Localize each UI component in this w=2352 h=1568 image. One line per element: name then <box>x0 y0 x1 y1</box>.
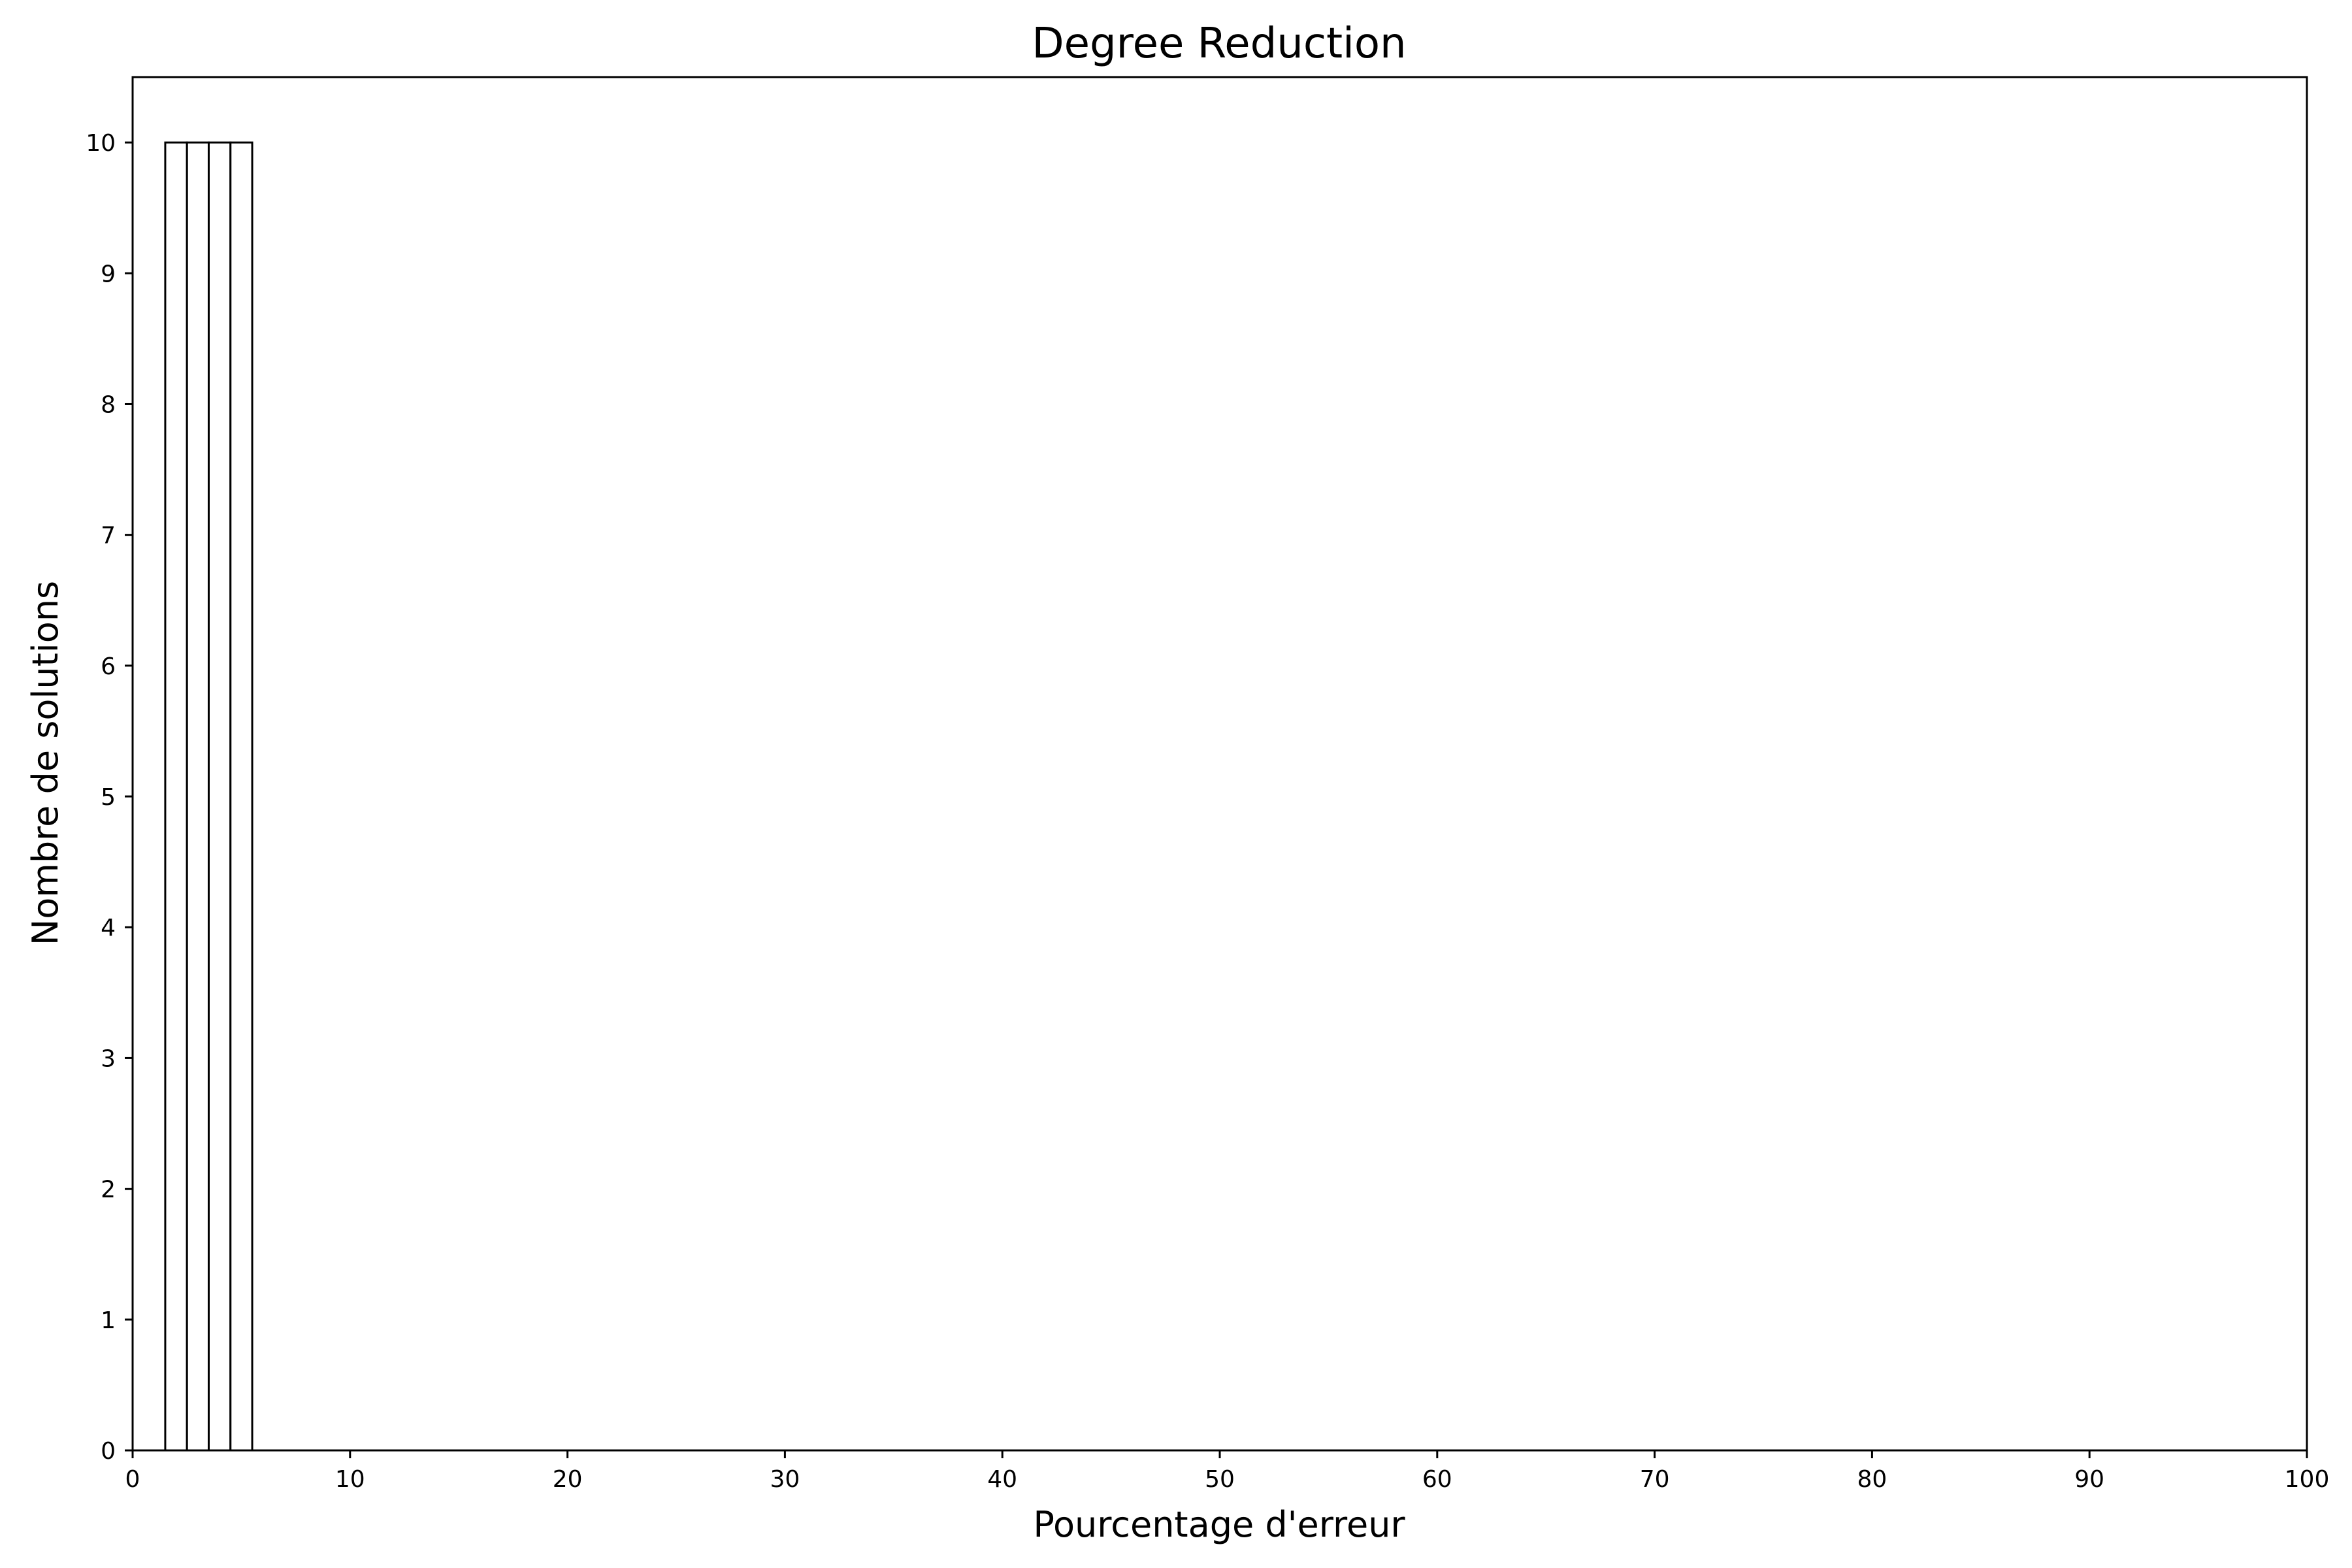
y-tick-label: 0 <box>101 1438 116 1465</box>
x-tick-label: 40 <box>987 1466 1017 1493</box>
y-tick-label: 3 <box>101 1045 116 1072</box>
histogram-bar <box>164 141 188 1452</box>
x-tick-label: 80 <box>1857 1466 1887 1493</box>
x-tick-label: 20 <box>553 1466 583 1493</box>
y-tick-label: 7 <box>101 523 116 549</box>
y-tick-label: 2 <box>101 1177 116 1203</box>
bars-group <box>164 141 253 1452</box>
y-tick-label: 6 <box>101 653 116 680</box>
x-tick-label: 90 <box>2074 1466 2104 1493</box>
chart-title: Degree Reduction <box>1032 20 1406 68</box>
histogram-bar <box>186 141 210 1452</box>
y-tick-label: 5 <box>101 784 116 811</box>
x-tick-label: 60 <box>1422 1466 1452 1493</box>
y-tick-label: 4 <box>101 915 116 941</box>
x-tick-label: 10 <box>335 1466 365 1493</box>
y-tick-label: 1 <box>101 1307 116 1334</box>
x-tick-label: 30 <box>770 1466 800 1493</box>
x-tick-label: 0 <box>125 1466 140 1493</box>
y-tick-label: 9 <box>101 261 116 287</box>
x-tick-label: 100 <box>2285 1466 2330 1493</box>
x-axis-label: Pourcentage d'erreur <box>1033 1504 1405 1545</box>
x-axis-ticks: 0 10 20 30 40 50 60 70 80 90 100 <box>125 1450 2330 1493</box>
plot-frame <box>131 76 2308 1452</box>
y-axis-label: Nombre de solutions <box>25 581 66 945</box>
x-tick-label: 70 <box>1640 1466 1670 1493</box>
histogram-bar <box>207 141 232 1452</box>
y-axis-ticks: 0 1 2 3 4 5 6 7 8 9 10 <box>86 130 133 1465</box>
histogram-bar <box>229 141 253 1452</box>
y-tick-label: 10 <box>86 130 116 157</box>
y-tick-label: 8 <box>101 391 116 418</box>
x-tick-label: 50 <box>1205 1466 1235 1493</box>
